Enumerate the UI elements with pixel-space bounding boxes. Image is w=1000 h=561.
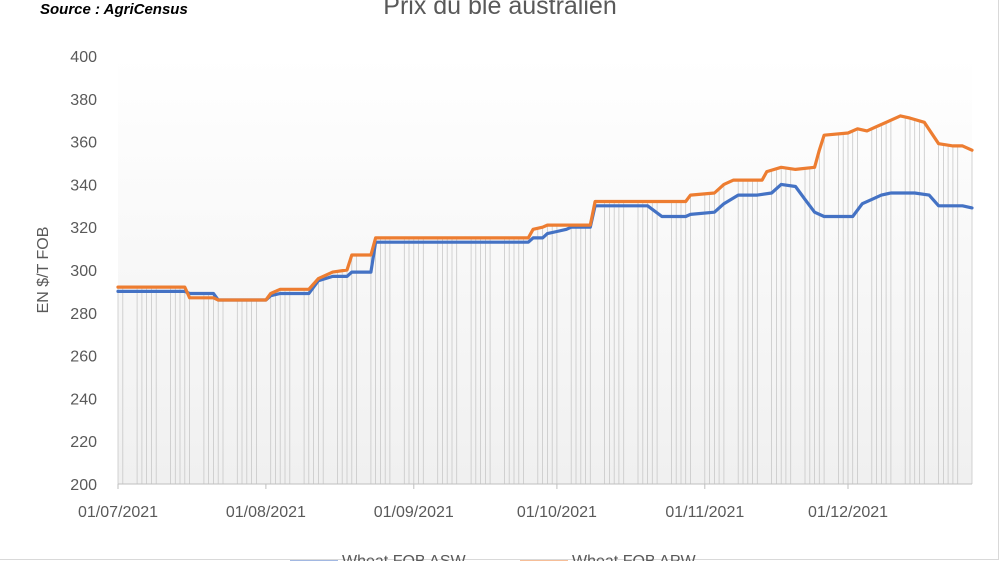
y-axis-ticks: 200 220 240 260 280 300 320 340 360 380 400 [70,49,97,494]
x-tick-label: 01/12/2021 [808,504,888,521]
y-tick-label: 280 [70,306,97,323]
y-tick-label: 220 [70,434,97,451]
x-tick-label: 01/08/2021 [226,504,306,521]
x-tick-label: 01/07/2021 [78,504,158,521]
x-tick-label: 01/10/2021 [517,504,597,521]
y-tick-label: 340 [70,177,97,194]
y-axis-label: EN $/T FOB [35,227,52,314]
y-tick-label: 200 [70,477,97,494]
series-line [116,182,974,302]
legend-label: Wheat FOB APW [572,553,696,561]
legend: Wheat FOB ASW Wheat FOB APW [290,553,696,561]
y-tick-label: 400 [70,49,97,66]
x-tick-label: 01/11/2021 [665,504,744,521]
legend-label: Wheat FOB ASW [342,553,466,561]
series-line [116,114,974,302]
y-tick-label: 300 [70,263,97,280]
chart-title: Prix du blé australien [383,0,617,20]
plot-area [118,56,972,484]
drop-lines [117,117,973,484]
x-tick-label: 01/09/2021 [374,504,454,521]
source-note: Source : AgriCensus [40,1,188,18]
y-tick-label: 320 [70,220,97,237]
series-lines [116,114,974,302]
y-tick-label: 240 [70,391,97,408]
y-tick-label: 260 [70,349,97,366]
y-tick-label: 360 [70,135,97,152]
y-tick-label: 380 [70,92,97,109]
x-axis-ticks: 01/07/2021 01/08/2021 01/09/2021 01/10/2021… [78,484,888,521]
